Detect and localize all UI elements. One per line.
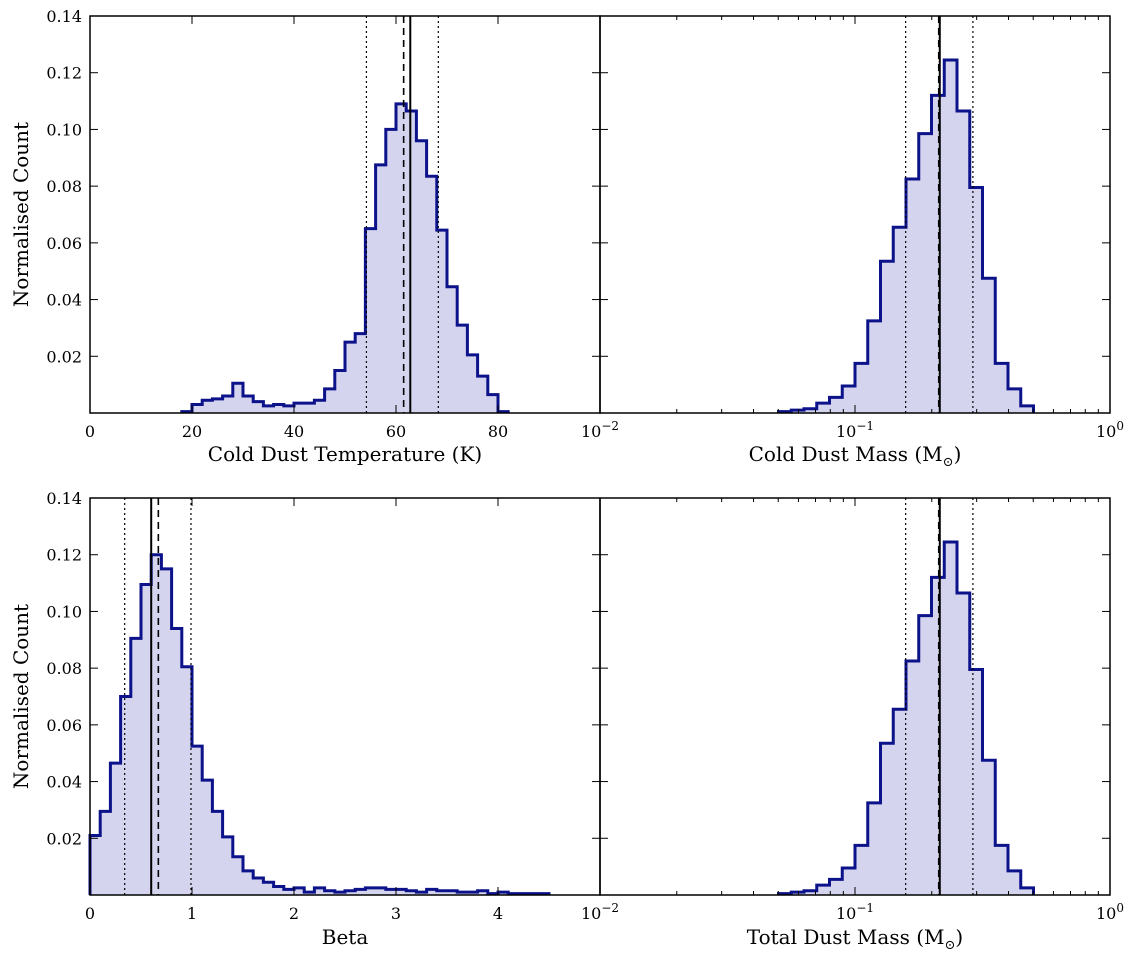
- x-tick-label: 0: [85, 422, 95, 441]
- x-tick-label: 40: [284, 422, 304, 441]
- y-axis-label: Normalised Count: [9, 122, 33, 307]
- y-tick-label: 0.10: [46, 120, 82, 139]
- histogram-outline: [777, 540, 1035, 896]
- y-axis-label: Normalised Count: [9, 604, 33, 789]
- y-tick-label: 0.14: [46, 489, 82, 508]
- axes-frame: [599, 497, 1111, 896]
- histogram-outline: [180, 102, 510, 414]
- x-tick-label: 20: [182, 422, 202, 441]
- y-tick-label: 0.12: [46, 546, 82, 565]
- histogram-outline: [88, 553, 551, 896]
- y-tick-label: 0.02: [46, 829, 82, 848]
- y-tick-label: 0.12: [46, 64, 82, 83]
- y-tick-label: 0.04: [46, 773, 82, 792]
- y-tick-label: 0.08: [46, 659, 82, 678]
- x-tick-label: 1: [187, 904, 197, 923]
- x-axis-label: Cold Dust Mass (M⊙): [749, 442, 962, 470]
- y-tick-label: 0.08: [46, 177, 82, 196]
- y-tick-label: 0.04: [46, 291, 82, 310]
- x-tick-label: 4: [493, 904, 503, 923]
- x-tick-label: 100: [1096, 419, 1124, 441]
- y-tick-label: 0.02: [46, 347, 82, 366]
- y-tick-label: 0.10: [46, 602, 82, 621]
- x-tick-label: 0: [85, 904, 95, 923]
- panel-temperature: 0 20 40 60 80 Cold Dust Temperature (K) 0.02 0.…: [9, 7, 601, 466]
- histogram-fill: [181, 103, 509, 413]
- x-tick-label: 10−1: [836, 901, 874, 923]
- x-tick-label: 100: [1096, 901, 1124, 923]
- histogram-outline: [777, 58, 1035, 414]
- panel-beta: 0 1 2 3 4 Beta 0.02 0.04 0.06 0.08 0.10 0.12 0.14 Nor…: [9, 489, 601, 949]
- y-tick-label: 0.06: [46, 234, 82, 253]
- panel-cold-mass: 10−2 10−1 100 Cold Dust Mass (M⊙): [581, 15, 1124, 470]
- x-tick-label: 10−2: [581, 901, 619, 923]
- x-axis-label: Beta: [322, 925, 369, 949]
- x-tick-label: 60: [386, 422, 406, 441]
- y-tick-label: 0.06: [46, 716, 82, 735]
- x-tick-label: 10−2: [581, 419, 619, 441]
- panel-total-mass: 10−2 10−1 100 Total Dust Mass (M⊙): [581, 497, 1124, 953]
- x-tick-label: 3: [391, 904, 401, 923]
- axes-frame: [599, 15, 1111, 414]
- x-tick-label: 10−1: [836, 419, 874, 441]
- x-tick-label: 2: [289, 904, 299, 923]
- y-tick-label: 0.14: [46, 7, 82, 26]
- x-axis-label: Cold Dust Temperature (K): [208, 442, 482, 466]
- histogram-fill: [90, 554, 549, 895]
- x-tick-label: 80: [488, 422, 508, 441]
- x-axis-label: Total Dust Mass (M⊙): [747, 925, 963, 953]
